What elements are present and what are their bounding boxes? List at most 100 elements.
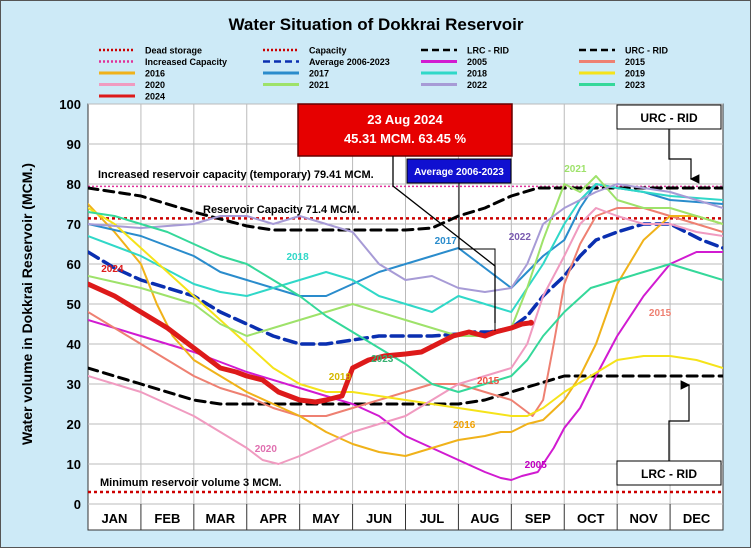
legend-item-2015: 2015 — [579, 57, 645, 67]
series-label-2020: 2020 — [255, 444, 278, 455]
legend-label: 2020 — [145, 80, 165, 90]
series-label-2017: 2017 — [435, 236, 458, 247]
legend-label: 2023 — [625, 80, 645, 90]
x-tick-label-jan: JAN — [101, 511, 127, 526]
callout-value: 45.31 MCM. 63.45 % — [344, 131, 467, 146]
legend-item-lrc-rid: LRC - RID — [421, 46, 509, 56]
legend-item-capacity: Capacity — [263, 46, 347, 56]
x-axis-ticks: JAN FEB MAR APR MAY JUN JUL AUG SEP OCT NOV DEC — [101, 504, 711, 530]
series-label-2022: 2022 — [509, 232, 532, 243]
x-tick-label-mar: MAR — [205, 511, 235, 526]
lrc-label-text: LRC - RID — [641, 467, 697, 481]
legend-item-urc-rid: URC - RID — [579, 46, 668, 56]
y-tick-label: 90 — [67, 137, 81, 152]
x-tick-label-feb: FEB — [154, 511, 180, 526]
series-2022 — [88, 183, 723, 293]
legend: Dead storage Capacity LRC - RID URC - RID In… — [99, 46, 668, 102]
average-label-text: Average 2006-2023 — [414, 167, 504, 178]
y-tick-label: 0 — [74, 497, 81, 512]
lrc-arrow — [668, 380, 691, 461]
legend-label: 2022 — [467, 80, 487, 90]
legend-label: Dead storage — [145, 46, 202, 56]
callout-box — [297, 103, 513, 157]
legend-item-2021: 2021 — [263, 80, 329, 90]
series-label-2021: 2021 — [564, 164, 587, 175]
lrc-label-box — [616, 460, 722, 486]
legend-label: LRC - RID — [467, 46, 509, 56]
y-tick-label: 30 — [67, 377, 81, 392]
legend-label: 2015 — [625, 57, 645, 67]
x-tick-label-jul: JUL — [420, 511, 445, 526]
legend-item-dead-storage: Dead storage — [99, 46, 202, 56]
minimum-volume-text: Minimum reservoir volume 3 MCM. — [100, 477, 282, 489]
legend-item-2022: 2022 — [421, 80, 487, 90]
x-tick-label-jun: JUN — [366, 511, 392, 526]
series-labels: 2024 2018 2017 2022 2021 2015 2023 2019 2015 2016… — [101, 164, 671, 471]
legend-item-2016: 2016 — [99, 69, 165, 79]
urc-label-text: URC - RID — [640, 111, 698, 125]
y-tick-label: 60 — [67, 257, 81, 272]
y-tick-label: 70 — [67, 217, 81, 232]
urc-arrow — [668, 129, 700, 184]
legend-label: 2024 — [145, 92, 165, 102]
series-2020 — [88, 207, 723, 465]
series-urc-rid — [88, 186, 723, 232]
series-label-2019: 2019 — [329, 372, 352, 383]
series-2016 — [88, 203, 723, 457]
chart-title: Water Situation of Dokkrai Reservoir — [228, 15, 523, 34]
legend-item-2023: 2023 — [579, 80, 645, 90]
legend-label: 2005 — [467, 57, 487, 67]
legend-label: Average 2006-2023 — [309, 57, 390, 67]
y-tick-label: 100 — [59, 97, 81, 112]
legend-label: Increased Capacity — [145, 57, 227, 67]
legend-item-2005: 2005 — [421, 57, 487, 67]
increased-capacity-text: Increased reservoir capacity (temporary)… — [98, 169, 374, 181]
legend-label: 2021 — [309, 80, 329, 90]
y-axis-ticks: 0 10 20 30 40 50 60 70 80 90 100 — [59, 97, 81, 512]
y-axis-label: Water volume in Dokkrai Reservoir (MCM.) — [19, 163, 35, 445]
series-label-2015: 2015 — [477, 376, 500, 387]
series-lines — [88, 175, 723, 481]
legend-label: 2018 — [467, 69, 487, 79]
callout-date: 23 Aug 2024 — [367, 112, 443, 127]
x-tick-label-apr: APR — [259, 511, 287, 526]
legend-item-2019: 2019 — [579, 69, 645, 79]
legend-label: 2019 — [625, 69, 645, 79]
y-tick-label: 20 — [67, 417, 81, 432]
average-leader — [458, 183, 496, 331]
legend-label: 2016 — [145, 69, 165, 79]
x-tick-label-sep: SEP — [525, 511, 551, 526]
x-tick-label-oct: OCT — [577, 511, 605, 526]
series-2005 — [88, 251, 723, 481]
x-tick-label-aug: AUG — [470, 511, 499, 526]
legend-label: Capacity — [309, 46, 347, 56]
legend-item-2020: 2020 — [99, 80, 165, 90]
reference-lines — [88, 185, 723, 494]
legend-item-2018: 2018 — [421, 69, 487, 79]
legend-item-2024: 2024 — [99, 92, 165, 102]
capacity-text: Reservoir Capacity 71.4 MCM. — [203, 204, 360, 216]
series-label-2023: 2023 — [371, 354, 394, 365]
y-tick-label: 80 — [67, 177, 81, 192]
series-label-2018: 2018 — [286, 252, 309, 263]
legend-item-average-2006-2023: Average 2006-2023 — [263, 57, 390, 67]
series-label-2016: 2016 — [453, 420, 476, 431]
legend-label: URC - RID — [625, 46, 668, 56]
legend-item-2017: 2017 — [263, 69, 329, 79]
series-label-2024: 2024 — [101, 264, 124, 275]
series-2018 — [88, 183, 723, 313]
x-tick-label-nov: NOV — [630, 511, 659, 526]
y-tick-label: 40 — [67, 337, 81, 352]
x-tick-label-dec: DEC — [683, 511, 711, 526]
current-point-marker — [527, 319, 534, 326]
series-2019 — [88, 207, 723, 417]
average-label-box — [406, 158, 512, 184]
y-tick-label: 10 — [67, 457, 81, 472]
series-2024 — [88, 281, 534, 405]
series-2023 — [88, 211, 723, 393]
x-tick-label-may: MAY — [312, 511, 340, 526]
legend-item-increased-capacity: Increased Capacity — [99, 57, 227, 67]
urc-label-box — [616, 104, 722, 130]
